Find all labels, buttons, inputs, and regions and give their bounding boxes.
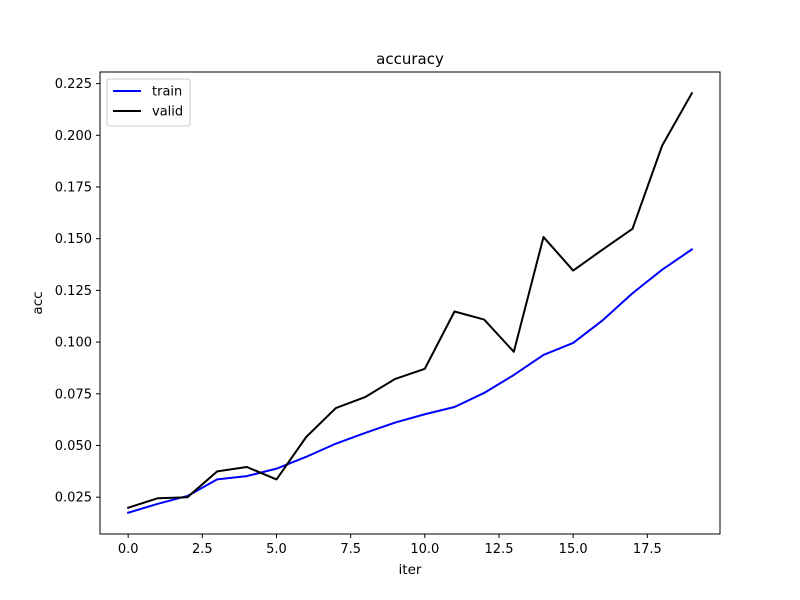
y-tick-label: 0.075: [55, 387, 92, 402]
y-axis-label: acc: [30, 291, 46, 314]
x-tick-label: 12.5: [485, 542, 514, 557]
legend-label-valid: valid: [152, 105, 183, 120]
y-tick-label: 0.100: [55, 336, 92, 351]
y-tick-label: 0.225: [55, 77, 92, 92]
x-tick-label: 10.0: [410, 542, 439, 557]
x-tick-label: 0.0: [118, 542, 139, 557]
x-axis-label: iter: [399, 562, 422, 578]
y-tick-label: 0.025: [55, 491, 92, 506]
x-tick-label: 17.5: [633, 542, 662, 557]
y-tick-label: 0.200: [55, 129, 92, 144]
x-tick-label: 2.5: [192, 542, 213, 557]
x-tick-label: 5.0: [266, 542, 287, 557]
y-tick-label: 0.175: [55, 180, 92, 195]
legend-label-train: train: [152, 85, 182, 100]
chart-title: accuracy: [376, 50, 444, 68]
axes-frame: [99, 71, 721, 535]
y-tick-label: 0.050: [55, 439, 92, 454]
y-tick-label: 0.125: [55, 284, 92, 299]
x-tick-label: 15.0: [559, 542, 588, 557]
series-line-valid: [126, 91, 694, 509]
x-tick-label: 7.5: [340, 542, 361, 557]
y-tick-label: 0.150: [55, 232, 92, 247]
plot-area: 0.0 2.5 5.0 7.5 10.0 12.5 15.0 17.5 0.025 0.050 0.…: [55, 71, 721, 557]
series-line-train: [126, 248, 694, 514]
